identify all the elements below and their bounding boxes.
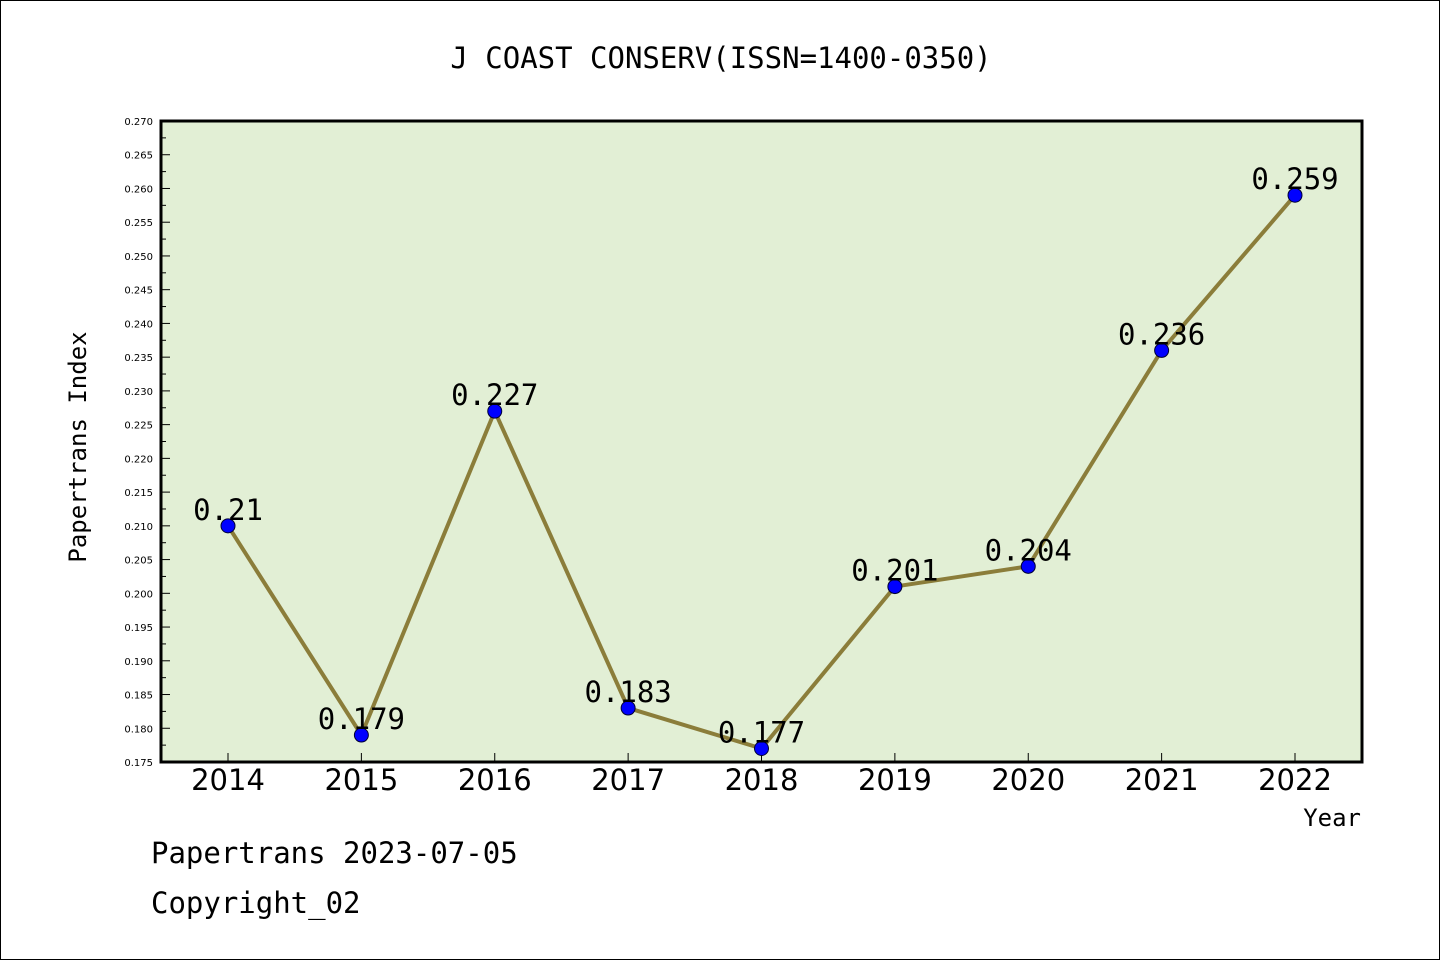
series-line-group: 0.21 0.179 0.227 0.183 0.177 0.201 0.204 0.236 0…	[193, 162, 1339, 757]
data-point	[887, 579, 903, 595]
y-tick-label: 0.200	[124, 589, 153, 600]
y-axis-label: Papertrans Index	[64, 331, 92, 562]
x-tick-label: 2022	[1258, 763, 1332, 797]
data-label: 0.227	[451, 378, 538, 412]
data-label: 0.177	[718, 716, 805, 750]
data-label: 0.259	[1251, 162, 1338, 196]
y-tick-label: 0.225	[124, 421, 153, 432]
x-tick-label: 2020	[991, 763, 1065, 797]
x-tick-label: 2016	[458, 763, 532, 797]
x-tick-label: 2019	[858, 763, 932, 797]
y-tick-label: 0.260	[124, 184, 153, 195]
y-tick-label: 0.175	[124, 758, 153, 769]
data-label: 0.179	[318, 702, 405, 736]
y-tick-label: 0.265	[124, 151, 153, 162]
data-label: 0.201	[851, 554, 938, 588]
data-label: 0.236	[1118, 317, 1205, 351]
data-point	[620, 700, 636, 716]
y-tick-label: 0.185	[124, 691, 153, 702]
x-tick-label: 2015	[324, 763, 398, 797]
data-point	[353, 727, 369, 743]
y-tick-label: 0.230	[124, 387, 153, 398]
y-tick-label: 0.255	[124, 218, 153, 229]
y-tick-label: 0.215	[124, 488, 153, 499]
x-tick-label: 2021	[1125, 763, 1199, 797]
plot-area	[159, 119, 1364, 764]
data-point	[220, 518, 236, 534]
data-label: 0.21	[193, 493, 263, 527]
y-axis: 0.175 0.180 0.185 0.190 0.195 0.200 0.205 0.210…	[124, 117, 170, 769]
x-tick-label: 2018	[725, 763, 799, 797]
data-point	[1287, 187, 1303, 203]
y-tick-label: 0.250	[124, 252, 153, 263]
y-tick-label: 0.240	[124, 319, 153, 330]
data-label: 0.183	[584, 675, 671, 709]
x-tick-label: 2014	[191, 763, 265, 797]
y-tick-label: 0.180	[124, 724, 153, 735]
y-tick-label: 0.190	[124, 657, 153, 668]
y-tick-label: 0.195	[124, 623, 153, 634]
y-tick-label: 0.210	[124, 522, 153, 533]
footer-date-line: Papertrans 2023-07-05	[151, 836, 518, 870]
data-point	[754, 741, 769, 757]
y-tick-label: 0.220	[124, 454, 153, 465]
x-axis: 2014 2015 2016 2017 2018 2019 2020 2021 2022	[191, 753, 1332, 797]
y-tick-label: 0.205	[124, 556, 153, 567]
data-point	[487, 403, 503, 419]
y-tick-label: 0.270	[124, 117, 153, 128]
chart-title: J COAST CONSERV(ISSN=1400-0350)	[450, 41, 991, 75]
data-label: 0.204	[985, 533, 1072, 567]
y-tick-label: 0.235	[124, 353, 153, 364]
data-point	[1154, 342, 1170, 358]
y-tick-label: 0.245	[124, 286, 153, 297]
footer-copyright: Copyright_02	[151, 886, 361, 920]
x-axis-label: Year	[1303, 804, 1361, 832]
data-point	[1020, 558, 1036, 574]
x-tick-label: 2017	[591, 763, 665, 797]
